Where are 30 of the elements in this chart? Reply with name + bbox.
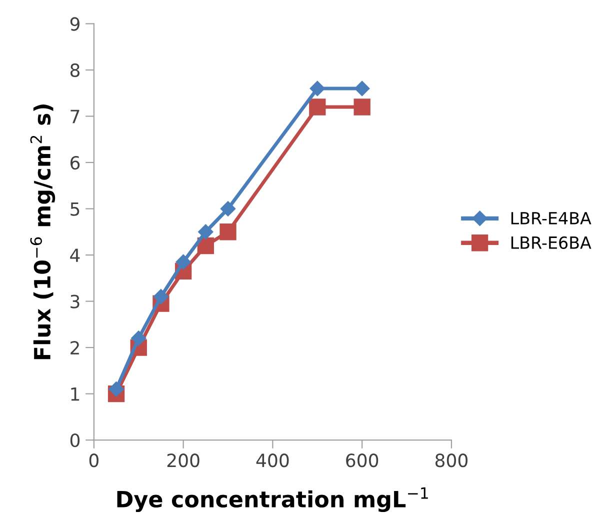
- legend-label: LBR-E6BA: [511, 236, 592, 249]
- point: [309, 98, 326, 116]
- y-tick-label: 2: [70, 340, 79, 354]
- x-tick-label: 800: [435, 454, 468, 468]
- x-tick-label: 200: [167, 454, 200, 468]
- point: [354, 80, 370, 96]
- y-tick-label: 0: [70, 434, 80, 448]
- y-tick-label: 1: [71, 387, 80, 401]
- point: [198, 224, 214, 240]
- y-tick-label: 3: [70, 294, 80, 308]
- x-axis-title: Dye concentration mgL$^{−1}$: [117, 487, 428, 512]
- point: [354, 98, 370, 116]
- y-tick-label: 8: [70, 63, 80, 78]
- y-tick-label: 7: [70, 110, 80, 124]
- x-tick-label: 600: [346, 454, 378, 468]
- point: [220, 201, 236, 216]
- point: [310, 80, 325, 96]
- point: [153, 289, 169, 304]
- x-tick-label: 400: [256, 454, 289, 468]
- legend-label: LBR-E4BA: [511, 212, 592, 224]
- point: [131, 330, 146, 346]
- y-tick-label: 4: [70, 248, 80, 262]
- y-tick-label: 9: [70, 17, 80, 31]
- y-tick-label: 5: [70, 202, 80, 216]
- point: [176, 254, 191, 270]
- point: [220, 224, 236, 240]
- point: [108, 382, 124, 397]
- y-axis-title: Flux (10$^{−6}$ mg/cm$^{2}$ s): [30, 104, 56, 360]
- x-tick-label: 0: [89, 454, 98, 468]
- y-tick-label: 6: [70, 156, 80, 170]
